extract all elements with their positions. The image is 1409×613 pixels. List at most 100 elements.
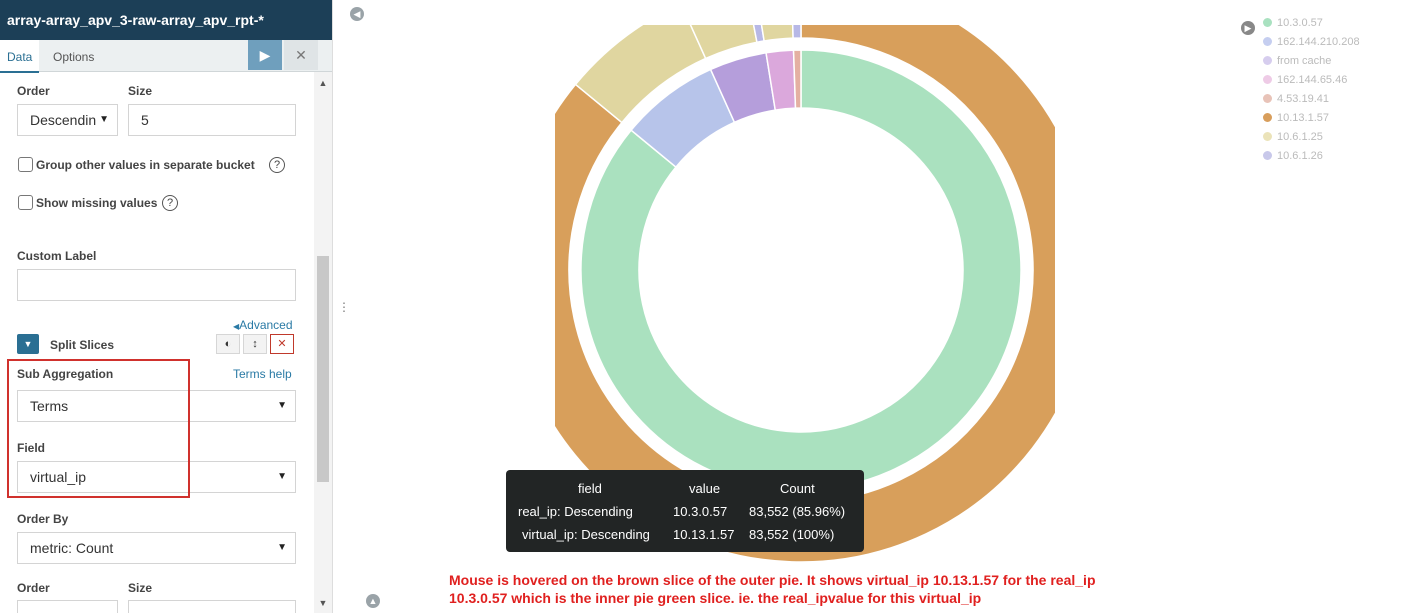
show-missing-label: Show missing values <box>36 196 158 210</box>
legend-item[interactable]: from cache <box>1263 55 1331 67</box>
tooltip-row-value: 10.3.0.57 <box>673 504 728 519</box>
tab-options[interactable]: Options <box>53 50 95 64</box>
toggle-icon: ◐ <box>224 338 232 350</box>
legend-item[interactable]: 10.6.1.26 <box>1263 150 1323 162</box>
legend-swatch <box>1263 56 1272 65</box>
index-pattern-title: array-array_apv_3-raw-array_apv_rpt-* <box>0 0 332 40</box>
close-icon: ✕ <box>295 47 307 63</box>
sub-aggregation-label: Sub Aggregation <box>17 367 114 381</box>
advanced-link-label: Advanced <box>239 318 293 332</box>
legend-label: 4.53.19.41 <box>1277 93 1329 105</box>
legend-item[interactable]: 162.144.65.46 <box>1263 74 1347 86</box>
resize-handle-icon[interactable]: ⋮ <box>338 300 350 314</box>
group-other-checkbox[interactable] <box>18 157 33 172</box>
order-by-value: metric: Count <box>30 540 114 556</box>
remove-aggregation-button[interactable]: ✕ <box>270 334 294 354</box>
size-input-2[interactable] <box>128 600 296 613</box>
terms-help-link[interactable]: Terms help <box>233 367 292 381</box>
annotation-note-line: 10.3.0.57 which is the inner pie green s… <box>449 590 982 606</box>
scroll-down-arrow-icon[interactable]: ▼ <box>318 598 328 608</box>
discard-changes-button[interactable]: ✕ <box>284 40 318 70</box>
toggle-aggregation-button[interactable]: ◐ <box>216 334 240 354</box>
legend-item[interactable]: 10.3.0.57 <box>1263 17 1323 29</box>
editor-sidebar: array-array_apv_3-raw-array_apv_rpt-* Da… <box>0 0 333 613</box>
legend-swatch <box>1263 75 1272 84</box>
play-icon: ▶ <box>259 47 271 63</box>
group-other-label: Group other values in separate bucket <box>36 158 255 172</box>
size-input[interactable]: 5 <box>128 104 296 136</box>
order-select[interactable]: Descendin ▼ <box>17 104 118 136</box>
custom-label-input[interactable] <box>17 269 296 301</box>
chart-tooltip: field value Count real_ip: Descending 10… <box>506 470 864 552</box>
caret-left-icon: ◀ <box>233 322 240 331</box>
sub-aggregation-value: Terms <box>30 398 69 414</box>
collapse-aggregation-toggle[interactable]: ▼ <box>17 334 39 354</box>
tooltip-header-field: field <box>578 481 602 496</box>
close-icon: ✕ <box>277 338 287 350</box>
legend-label: 10.6.1.25 <box>1277 131 1323 143</box>
help-icon[interactable]: ? <box>162 195 178 211</box>
reorder-aggregation-button[interactable]: ↕ <box>243 334 267 354</box>
legend-swatch <box>1263 132 1272 141</box>
caret-down-icon: ▼ <box>277 542 287 553</box>
inner-pie-slice[interactable] <box>580 49 1022 491</box>
outer-pie-slice[interactable] <box>555 25 1055 563</box>
sub-aggregation-select[interactable]: Terms ▼ <box>17 390 296 422</box>
scroll-up-arrow-icon[interactable]: ▲ <box>318 78 328 88</box>
field-select-value: virtual_ip <box>30 469 87 485</box>
legend-label: 10.6.1.26 <box>1277 150 1323 162</box>
tooltip-row-field: real_ip: Descending <box>518 504 633 519</box>
tooltip-header-value: value <box>689 481 721 496</box>
legend-swatch <box>1263 94 1272 103</box>
show-missing-checkbox[interactable] <box>18 195 33 210</box>
tooltip-row-count: 83,552 (100%) <box>749 527 835 542</box>
advanced-link[interactable]: ◀Advanced <box>233 318 293 332</box>
pie-chart[interactable] <box>555 25 1055 565</box>
legend-label: 10.3.0.57 <box>1277 17 1323 29</box>
order-by-label: Order By <box>17 512 69 526</box>
order-label-2: Order <box>17 581 50 595</box>
caret-down-icon: ▼ <box>277 400 287 411</box>
tooltip-row-field: virtual_ip: Descending <box>522 527 650 542</box>
legend-swatch <box>1263 113 1272 122</box>
order-select-2[interactable] <box>17 600 118 613</box>
size-input-value: 5 <box>141 112 149 128</box>
legend-item[interactable]: 4.53.19.41 <box>1263 93 1329 105</box>
apply-changes-button[interactable]: ▶ <box>248 40 282 70</box>
annotation-note-line: Mouse is hovered on the brown slice of t… <box>449 572 1096 588</box>
order-by-select[interactable]: metric: Count ▼ <box>17 532 296 564</box>
annotation-note: Mouse is hovered on the brown slice of t… <box>449 571 1209 607</box>
annotation-highlight-box <box>7 359 190 498</box>
legend-swatch <box>1263 37 1272 46</box>
help-icon[interactable]: ? <box>269 157 285 173</box>
legend-item[interactable]: 10.6.1.25 <box>1263 131 1323 143</box>
custom-label-label: Custom Label <box>17 249 97 263</box>
caret-down-icon: ▼ <box>23 339 33 349</box>
order-select-value: Descendin <box>30 112 97 128</box>
inner-pie-slice[interactable] <box>792 49 802 109</box>
legend-label: 162.144.210.208 <box>1277 36 1360 48</box>
legend-label: from cache <box>1277 55 1332 67</box>
tab-data[interactable]: Data <box>0 40 40 73</box>
legend-toggle-icon[interactable]: ▶ <box>1241 21 1255 35</box>
split-slices-label: Split Slices <box>50 338 115 352</box>
legend-swatch <box>1263 18 1272 27</box>
size-label: Size <box>128 84 153 98</box>
expand-up-icon[interactable]: ▲ <box>366 594 380 608</box>
outer-pie-slice[interactable] <box>791 25 802 39</box>
caret-down-icon: ▼ <box>99 114 109 125</box>
order-label: Order <box>17 84 50 98</box>
arrows-vertical-icon: ↕ <box>252 338 258 350</box>
field-select[interactable]: virtual_ip ▼ <box>17 461 296 493</box>
legend-swatch <box>1263 151 1272 160</box>
tooltip-row-count: 83,552 (85.96%) <box>749 504 846 519</box>
caret-down-icon: ▼ <box>277 471 287 482</box>
tooltip-row-value: 10.13.1.57 <box>673 527 735 542</box>
collapse-sidebar-icon[interactable]: ◀ <box>350 7 364 21</box>
legend-item[interactable]: 10.13.1.57 <box>1263 112 1329 124</box>
legend-label: 162.144.65.46 <box>1277 74 1348 86</box>
legend-item[interactable]: 162.144.210.208 <box>1263 36 1360 48</box>
sidebar-scrollbar-thumb[interactable] <box>317 256 329 482</box>
tooltip-header-count: Count <box>780 481 815 496</box>
